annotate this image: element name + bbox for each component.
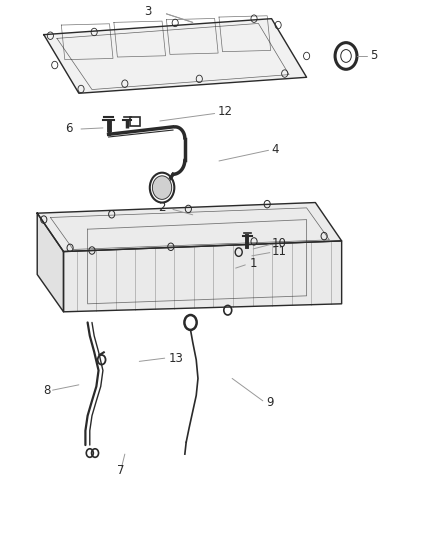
Text: 10: 10 [272,237,286,250]
Text: 8: 8 [43,384,50,397]
Text: 12: 12 [218,106,233,118]
Text: 2: 2 [158,201,165,214]
Text: 4: 4 [272,143,279,156]
Bar [130,117,140,126]
Text: 3: 3 [145,5,152,18]
Circle shape [152,176,172,199]
Polygon shape [64,241,342,312]
Text: 7: 7 [117,464,125,477]
Text: 5: 5 [370,50,378,62]
Text: 13: 13 [169,352,184,365]
Polygon shape [37,203,342,252]
Circle shape [341,50,351,62]
Text: 6: 6 [65,123,72,135]
Polygon shape [44,19,307,93]
Text: 11: 11 [272,245,286,258]
Text: 9: 9 [266,396,274,409]
Polygon shape [37,213,64,312]
Text: 1: 1 [250,257,257,270]
